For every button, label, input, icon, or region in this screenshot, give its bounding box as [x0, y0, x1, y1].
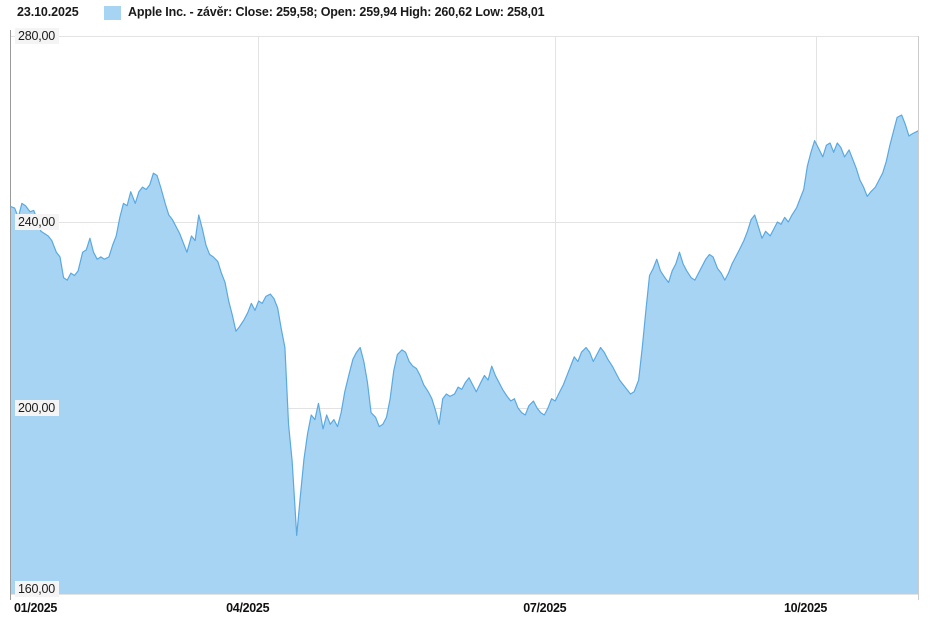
y-tick-label-240: 240,00 [15, 214, 60, 230]
legend-color-swatch [104, 6, 121, 20]
x-tick-label-04-2025: 04/2025 [226, 601, 270, 615]
chart-header: 23.10.2025 Apple Inc. - závěr: Close: 25… [0, 0, 933, 30]
x-tick-label-01-2025: 01/2025 [14, 601, 58, 615]
quote-date-label: 23.10.2025 [17, 5, 79, 19]
legend-series-label: Apple Inc. - závěr: Close: 259,58; Open:… [128, 5, 545, 19]
y-tick-label-200: 200,00 [15, 400, 60, 416]
x-tick-label-07-2025: 07/2025 [523, 601, 567, 615]
x-tick-label-10-2025: 10/2025 [783, 601, 828, 615]
series-area-fill [11, 115, 918, 595]
series-line [10, 114, 919, 537]
y-tick-label-280: 280,00 [15, 28, 60, 44]
chart-canvas [10, 30, 919, 600]
y-tick-label-160: 160,00 [15, 581, 60, 597]
